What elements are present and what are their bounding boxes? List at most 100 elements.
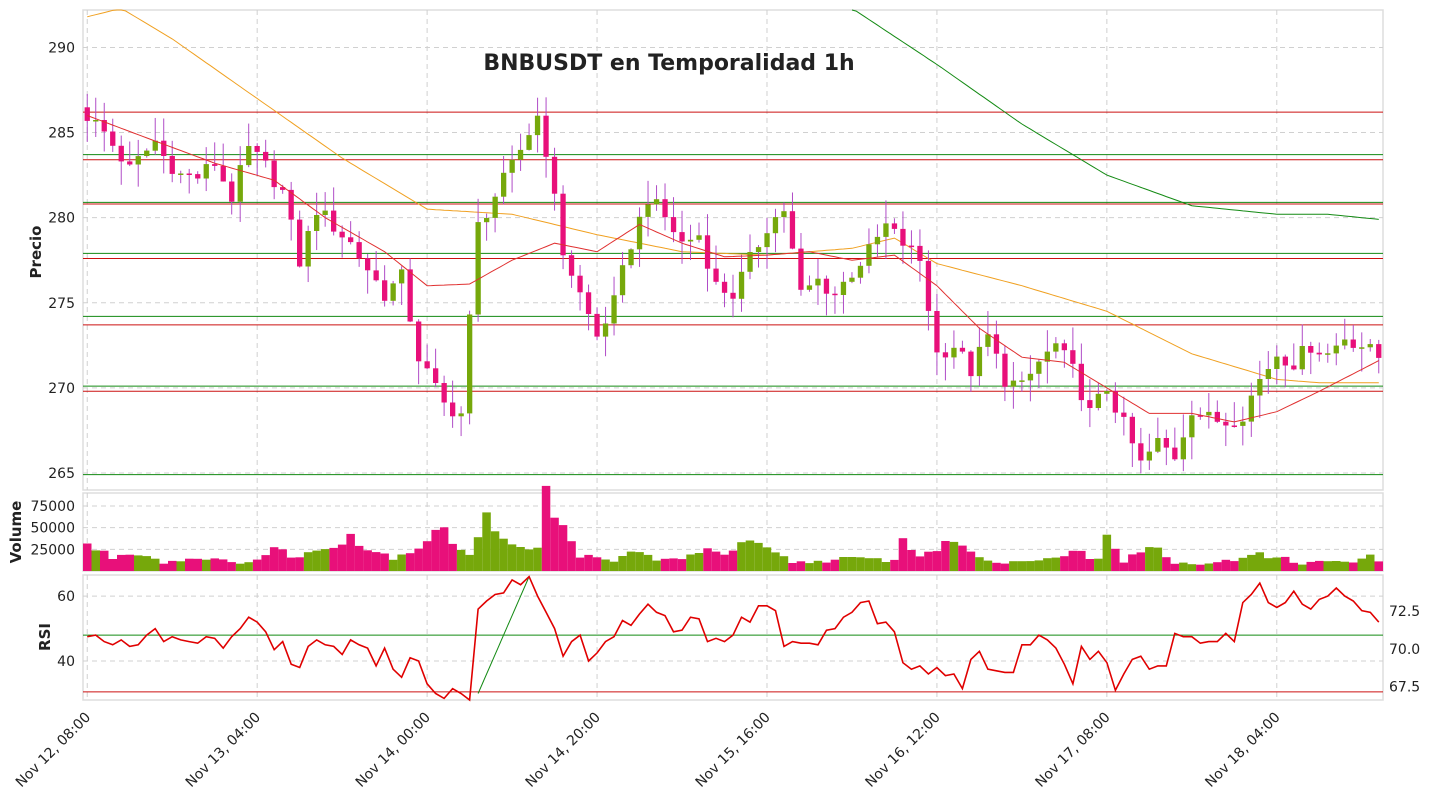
volume-bar <box>490 531 500 571</box>
volume-bar <box>1136 552 1146 571</box>
volume-bar <box>227 562 236 571</box>
volume-bar <box>983 560 993 571</box>
volume-bar <box>847 557 857 571</box>
candle-body <box>925 260 932 311</box>
candle-body <box>1359 347 1365 349</box>
candle-body <box>1104 391 1110 394</box>
candle-body <box>704 235 711 269</box>
volume-bar <box>958 545 967 571</box>
volume-bar <box>397 554 406 571</box>
volume-bar <box>456 549 466 571</box>
volume-bar <box>635 552 644 571</box>
volume-bar <box>1145 547 1154 571</box>
volume-bar <box>100 550 109 571</box>
volume-bar <box>261 555 270 571</box>
volume-bar <box>932 551 942 571</box>
candle-body <box>416 321 422 362</box>
candle-body <box>501 172 507 197</box>
candle-body <box>747 252 753 272</box>
volume-bar <box>448 543 457 571</box>
candle-body <box>713 268 719 282</box>
volume-bar <box>1340 561 1349 571</box>
candle-body <box>1367 344 1373 348</box>
candle-body <box>645 204 651 217</box>
candle-body <box>1240 421 1246 426</box>
candle-body <box>1333 345 1339 354</box>
candle-body <box>135 156 141 165</box>
rsi-line <box>87 575 1380 702</box>
candle-body <box>1180 437 1186 460</box>
candle-body <box>1265 369 1271 379</box>
moving-average-long <box>851 9 1379 220</box>
volume-bar <box>873 558 882 571</box>
volume-bar <box>176 561 185 571</box>
volume-bar <box>975 557 984 571</box>
candle-body <box>781 211 787 218</box>
volume-bar <box>1051 557 1061 571</box>
volume-bar <box>405 553 415 571</box>
volume-bar <box>1162 557 1171 571</box>
candle-body <box>263 151 269 161</box>
candle-body <box>951 347 957 358</box>
volume-bar <box>252 559 262 571</box>
volume-bar <box>142 556 151 571</box>
volume-bar <box>660 558 670 571</box>
candle-body <box>1146 451 1152 461</box>
moving-average-short <box>87 115 1380 423</box>
volume-bar <box>1111 548 1120 571</box>
candle-body <box>127 161 133 165</box>
candle-body <box>823 278 830 294</box>
volume-bar <box>371 552 381 571</box>
candle-body <box>543 115 549 157</box>
candle-body <box>339 231 345 238</box>
volume-bar <box>346 533 355 571</box>
candle-body <box>653 199 660 205</box>
candle-body <box>314 215 320 231</box>
volume-bar <box>1060 556 1069 571</box>
volume-bar <box>711 551 721 571</box>
volume-bar <box>915 556 925 571</box>
candle-body <box>789 211 796 249</box>
volume-bar <box>567 541 576 571</box>
candle-body <box>636 216 643 250</box>
volume-bar <box>151 558 160 571</box>
volume-bar <box>1298 564 1307 571</box>
price-tick-label: 265 <box>48 466 75 482</box>
x-tick-label: Nov 15, 16:00 <box>693 710 774 791</box>
volume-bar <box>720 554 729 571</box>
volume-tick-label: 75000 <box>30 499 75 515</box>
candle-body <box>1078 363 1084 401</box>
candle-body <box>1197 415 1203 417</box>
volume-bar <box>1119 562 1129 571</box>
volume-bar <box>1323 561 1332 571</box>
volume-bar <box>465 554 474 571</box>
candle-body <box>755 247 762 252</box>
candle-body <box>152 140 158 151</box>
volume-bar <box>839 557 848 571</box>
volume-bar <box>813 560 823 571</box>
rsi-right-tick-label: 70.0 <box>1389 642 1420 658</box>
candle-body <box>832 293 838 296</box>
candle-body <box>399 269 405 284</box>
volume-bar <box>737 542 746 571</box>
x-tick-label: Nov 12, 08:00 <box>13 710 94 791</box>
volume-bar <box>1357 558 1366 571</box>
volume-bar <box>218 559 228 571</box>
candle-body <box>331 210 337 232</box>
volume-bar <box>762 547 772 571</box>
candle-body <box>1027 373 1034 381</box>
candle-body <box>560 193 566 256</box>
candle-body <box>288 189 294 220</box>
volume-bar <box>592 557 602 571</box>
volume-bar <box>134 555 143 571</box>
volume-bar <box>703 548 712 571</box>
candle-body <box>220 165 226 182</box>
rsi-tick-label: 40 <box>57 654 75 670</box>
candle-body <box>687 239 694 242</box>
volume-bar <box>1043 558 1052 571</box>
candle-body <box>492 196 498 218</box>
volume-bar <box>949 541 959 571</box>
x-tick-label: Nov 14, 00:00 <box>353 710 434 791</box>
price-axis-label: Precio <box>27 226 45 279</box>
